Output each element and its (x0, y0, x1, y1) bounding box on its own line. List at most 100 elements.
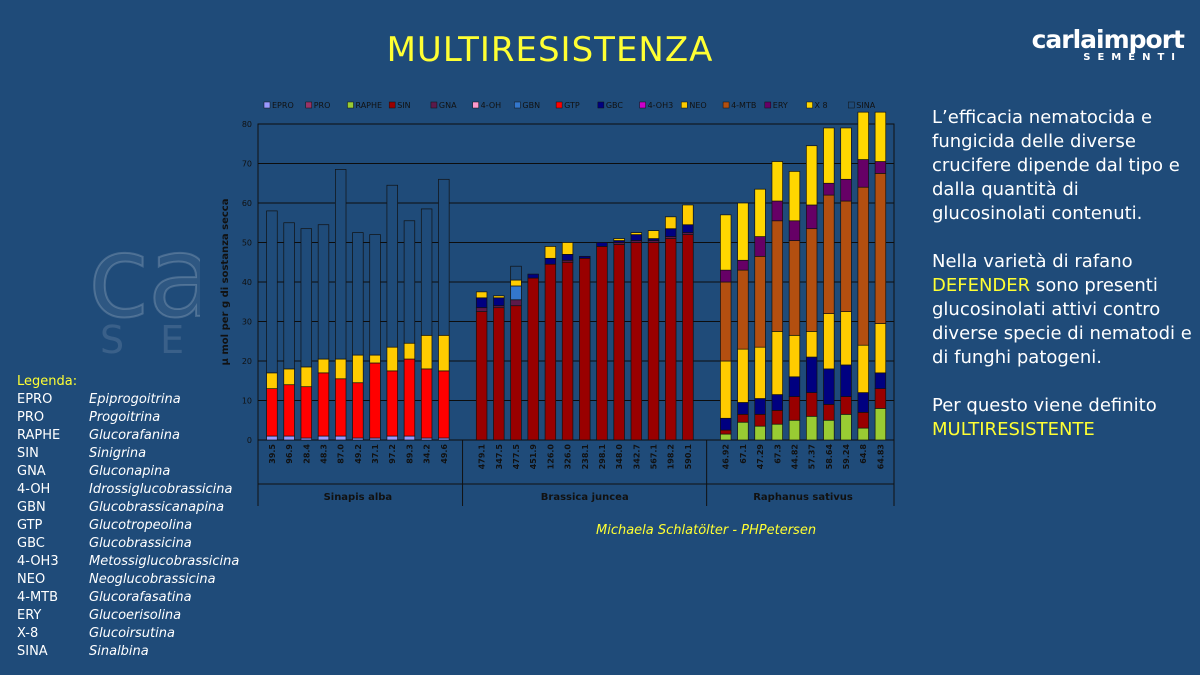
legend-full-name: Glucoirsutina (89, 626, 175, 641)
legend-row: RAPHE Glucorafanina (17, 427, 239, 445)
bar-segment (403, 220, 416, 344)
bar-segment (823, 194, 835, 314)
bar-segment (266, 210, 278, 374)
x-tick-label: 97.2 (388, 444, 397, 464)
bar-segment (823, 313, 835, 370)
legend-abbr: 4-MTB (17, 590, 59, 605)
bar-segment (823, 182, 835, 196)
y-tick-label: 50 (242, 239, 252, 248)
legend-abbr: X-8 (17, 626, 39, 641)
bar-segment (840, 413, 852, 441)
bar-segment (369, 354, 381, 364)
legend-swatch (514, 101, 521, 109)
side-description: L’efficacia nematocida e fungicida delle… (932, 106, 1192, 466)
bar-segment (300, 386, 312, 439)
legend-row: EPRO Epiprogoitrina (17, 391, 239, 409)
bar-segment (771, 331, 783, 395)
brand-logo: carlaimport SEMENTI (1032, 27, 1185, 64)
legend-abbr: ERY (17, 608, 42, 623)
legend-full-name: Glucorafasatina (89, 590, 192, 605)
bar-segment (561, 261, 574, 441)
bar-segment (874, 323, 887, 374)
bar-segment (771, 410, 783, 425)
bar-segment (771, 394, 783, 411)
bar-segment (788, 376, 801, 397)
bar-segment (335, 378, 347, 437)
legend-abbr: RAPHE (17, 428, 61, 443)
bar-segment (737, 202, 749, 261)
legend-swatch (597, 101, 605, 109)
bar-segment (823, 404, 835, 421)
x-tick-label: 57.37 (808, 444, 817, 469)
bar-segment (788, 396, 801, 421)
bar-segment (874, 408, 887, 441)
legend-abbr: SIN (17, 446, 39, 461)
chart-legend-label: X 8 (815, 101, 828, 110)
bar-segment (805, 204, 818, 230)
legend-swatch (722, 101, 730, 109)
x-tick-label: 347.5 (495, 444, 504, 470)
bar-segment (857, 344, 869, 393)
bar-segment (630, 232, 643, 235)
bar-segment (788, 334, 801, 378)
x-tick-label: 39.5 (268, 444, 277, 464)
legend-swatch (806, 101, 813, 109)
bar-segment (630, 242, 643, 441)
chart-legend-label: SIN (397, 101, 410, 110)
bar-segment (386, 346, 398, 372)
x-tick-label: 46.92 (722, 444, 731, 469)
bar-segment (737, 421, 749, 441)
bar-segment (527, 277, 539, 441)
bar-segment (510, 285, 522, 301)
bar-segment (771, 161, 783, 202)
legend-row: X-8 Glucoirsutina (17, 625, 239, 643)
legend-row: 4-OH3 Metossiglucobrassicina (17, 553, 239, 571)
legend-abbr: NEO (17, 572, 46, 587)
bar-segment (647, 242, 660, 441)
multiresistente-highlight: MULTIRESISTENTE (932, 419, 1095, 440)
bar-segment (720, 429, 732, 435)
bar-segment (682, 234, 694, 441)
legend-full-name: Idrossiglucobrassicina (89, 482, 233, 497)
y-tick-label: 20 (242, 357, 252, 366)
bar-segment (857, 427, 869, 441)
legend-abbr: 4-OH (17, 482, 51, 497)
legend-full-name: Glucotropeolina (89, 518, 193, 533)
legend-full-name: Gluconapina (89, 464, 171, 479)
y-axis-label: µ mol per g di sostanza secca (220, 199, 231, 366)
bar-segment (266, 435, 278, 441)
bar-segment (737, 402, 749, 415)
glucosinolate-chart: 0 10 20 30 40 50 60 70 80 µ mol per g di sostanza… (200, 96, 900, 506)
bar-segment (682, 224, 694, 233)
legend-swatch (681, 101, 688, 109)
bar-segment (754, 188, 766, 237)
y-tick-label: 70 (242, 160, 252, 169)
chart-legend-label: GBC (606, 101, 624, 110)
p3-before: Per questo viene definito (932, 395, 1157, 416)
legend-full-name: Glucobrassicanapina (89, 500, 225, 515)
bar-segment (386, 370, 398, 437)
x-tick-label: 44.82 (790, 444, 799, 469)
x-tick-label: 64.8 (859, 444, 868, 464)
x-tick-label: 59.24 (842, 444, 851, 470)
bar-segment (493, 307, 505, 441)
bar-segment (647, 230, 660, 239)
bar-segment (737, 259, 749, 271)
bar-segment (840, 200, 852, 312)
bar-segment (665, 216, 677, 230)
x-tick-label: 64.83 (876, 444, 885, 469)
bar-segment (771, 423, 783, 441)
y-tick-label: 30 (242, 318, 252, 327)
x-tick-label: 49.2 (354, 444, 363, 464)
group-label: Brassica juncea (541, 492, 629, 503)
bar-segment (283, 384, 295, 437)
p2-after: sono presenti glucosinolati attivi contr… (932, 275, 1192, 368)
bar-segment (788, 419, 801, 441)
legend-row: GBC Glucobrassicina (17, 535, 239, 553)
bar-segment (266, 372, 278, 390)
bar-segment (352, 354, 364, 384)
bar-segment (352, 232, 364, 356)
bar-segment (317, 358, 330, 374)
bar-segment (720, 417, 732, 431)
bar-segment (754, 346, 766, 399)
